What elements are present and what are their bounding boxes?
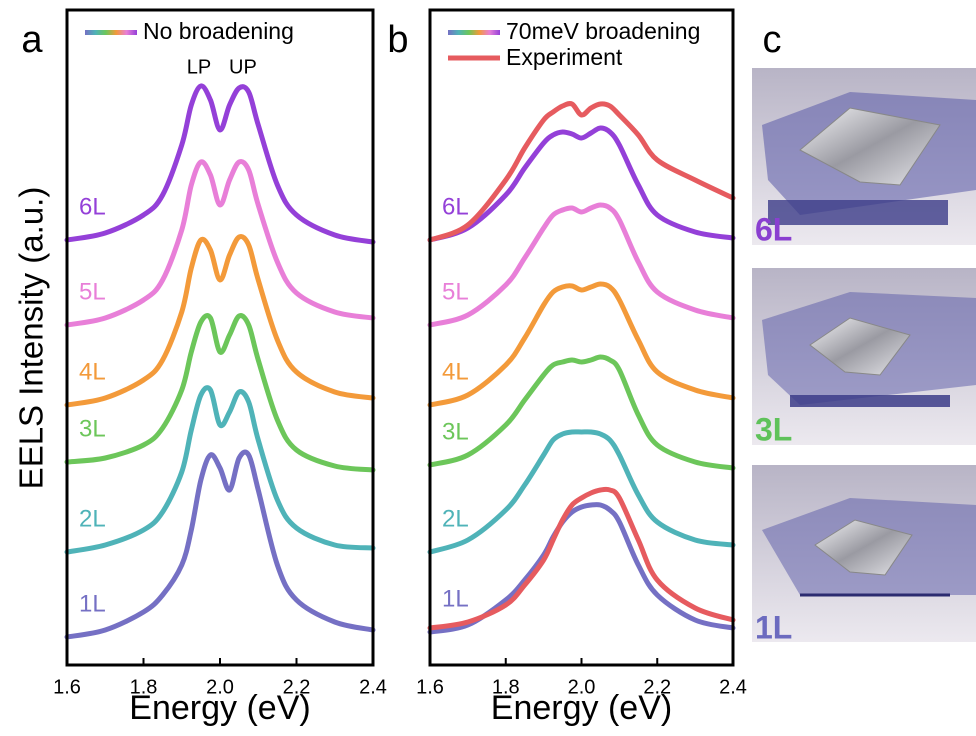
layer-label: 4L [79, 358, 106, 385]
layer-label: 3L [79, 415, 106, 442]
render-3l [752, 268, 976, 445]
x-axis-label: Energy (eV) [129, 689, 310, 727]
data-line [427, 125, 736, 243]
x-tick-label: 1.6 [53, 676, 81, 698]
x-tick-label: 2.0 [568, 676, 596, 698]
data-line [427, 502, 736, 635]
panel-letter: b [387, 19, 408, 61]
render-6l [752, 68, 976, 245]
data-line [64, 385, 376, 555]
data-line [427, 202, 736, 328]
layer-label: 6L [79, 193, 106, 220]
legend-swatch [85, 30, 137, 35]
layer-label: 6L [442, 193, 469, 220]
layer-label: 4L [442, 358, 469, 385]
data-line [64, 83, 376, 245]
data-line [427, 101, 736, 243]
annotation: LP [187, 56, 211, 78]
data-line [64, 313, 376, 473]
layer-label: 3L [442, 418, 469, 445]
x-tick-label: 1.6 [416, 676, 444, 698]
layer-label: 1L [442, 585, 469, 612]
layer-label: 1L [755, 609, 792, 645]
layer-label: 2L [442, 505, 469, 532]
layer-label: 6L [755, 211, 792, 247]
layer-label: 1L [79, 590, 106, 617]
data-line [427, 354, 736, 471]
legend-label: 70meV broadening [506, 18, 700, 44]
legend-swatch [448, 30, 500, 35]
x-tick-label: 2.0 [206, 676, 234, 698]
data-line [64, 234, 376, 408]
x-axis-label: Energy (eV) [491, 689, 672, 727]
plot-frame [65, 8, 375, 667]
layer-label: 5L [79, 278, 106, 305]
layer-label: 2L [79, 505, 106, 532]
layer-label: 5L [442, 278, 469, 305]
data-line [427, 281, 736, 408]
panel-letter: c [763, 19, 782, 61]
x-tick-label: 1.8 [130, 676, 158, 698]
data-line [64, 159, 376, 328]
x-tick-label: 2.4 [719, 676, 747, 698]
layer-label: 3L [755, 411, 792, 447]
annotation: UP [229, 56, 257, 78]
panel-letter: a [21, 19, 43, 61]
x-tick-label: 2.4 [359, 676, 387, 698]
plot-frame [428, 8, 735, 667]
data-line [427, 429, 736, 555]
render-1l [752, 465, 976, 642]
data-line [427, 486, 736, 631]
x-tick-label: 2.2 [643, 676, 671, 698]
legend-label: Experiment [506, 44, 623, 70]
y-axis-label: EELS Intensity (a.u.) [13, 187, 50, 490]
x-tick-label: 1.8 [492, 676, 520, 698]
data-line [64, 449, 376, 640]
legend-label: No broadening [143, 18, 294, 44]
x-tick-label: 2.2 [283, 676, 311, 698]
